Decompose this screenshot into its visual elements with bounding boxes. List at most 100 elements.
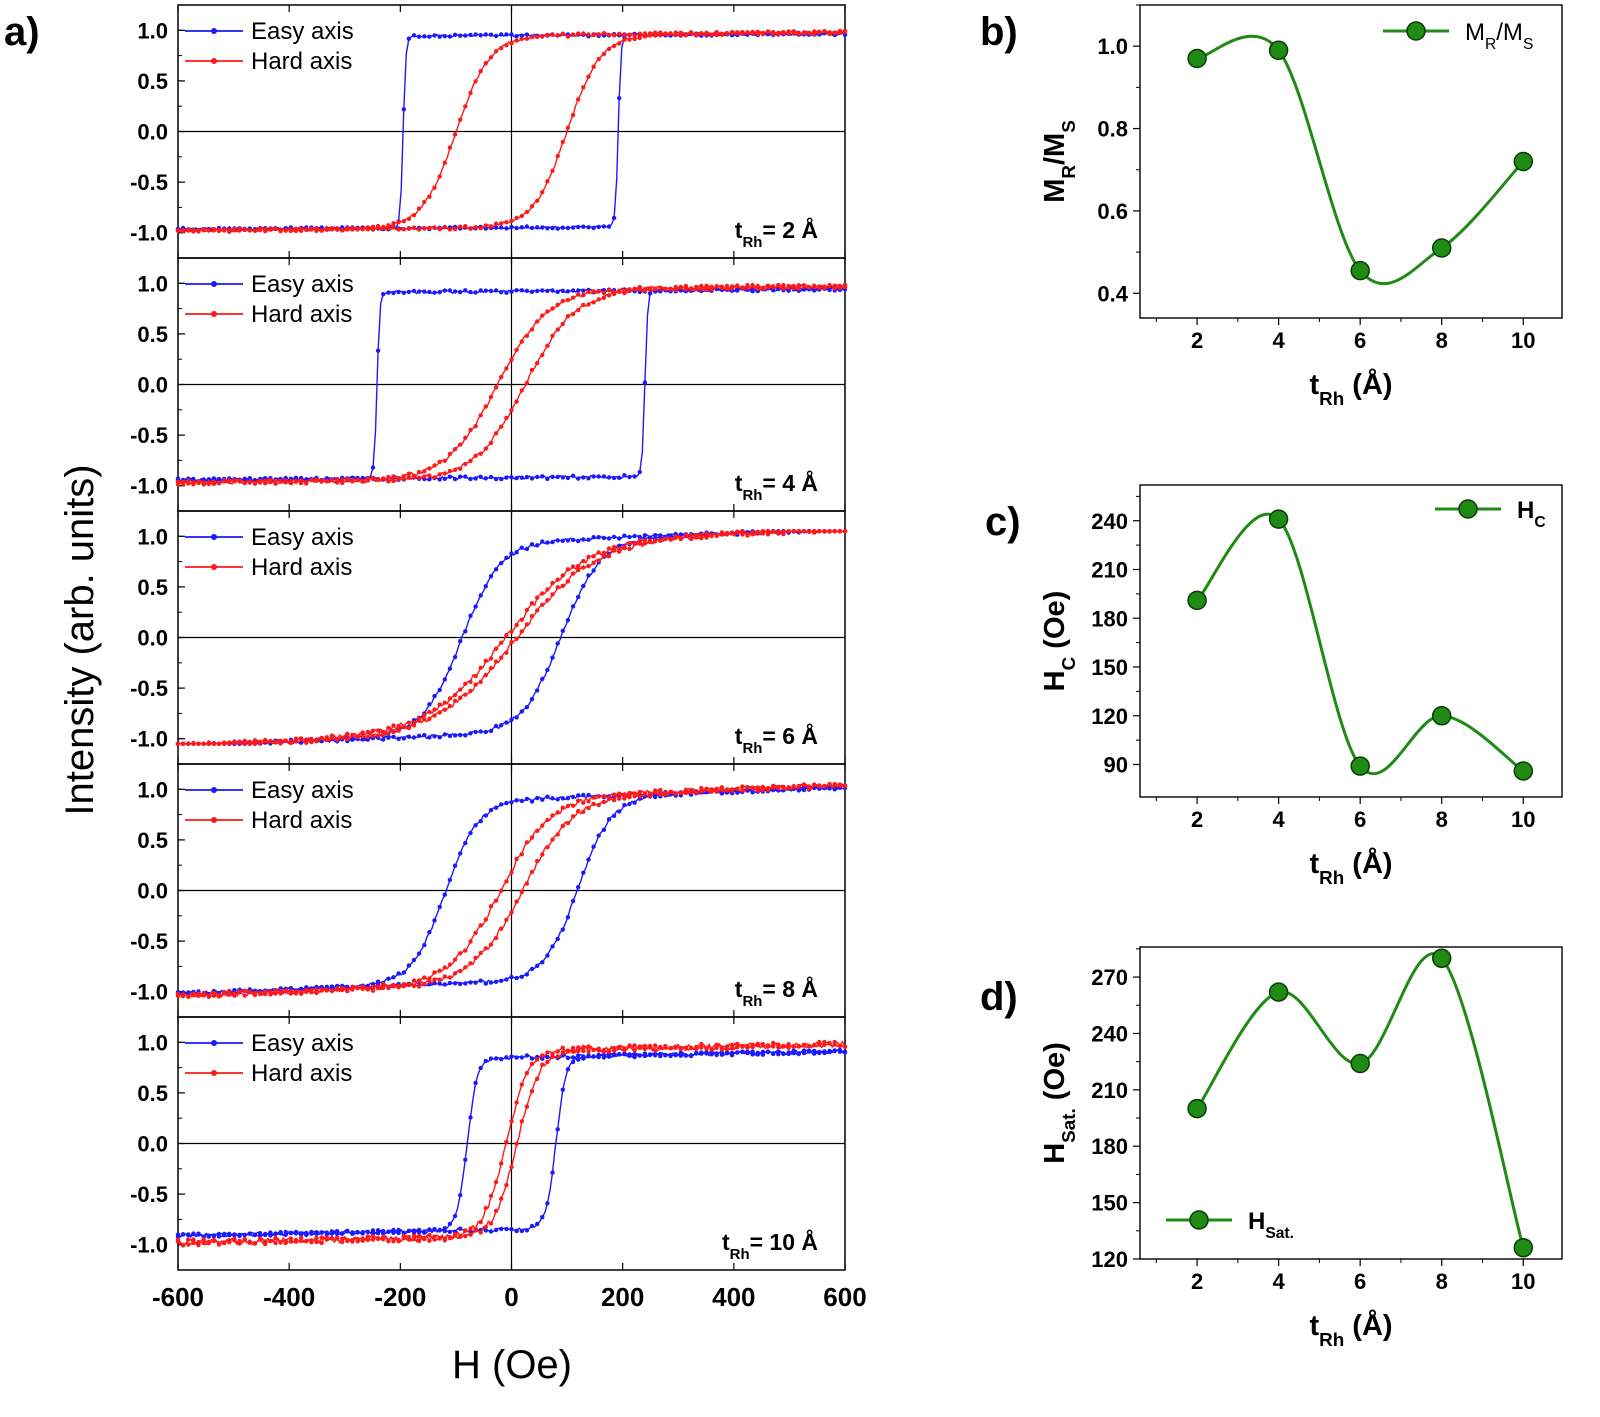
data-point <box>504 977 509 982</box>
data-point <box>447 666 453 671</box>
data-point <box>458 474 463 479</box>
subscript: Rh <box>1319 867 1344 888</box>
x-tick-label: 2 <box>1191 328 1203 353</box>
data-point <box>186 1242 191 1247</box>
x-tick-label: 6 <box>1354 1269 1366 1294</box>
data-point <box>504 1139 509 1145</box>
data-point <box>576 1048 581 1054</box>
data-point <box>432 707 437 712</box>
data-point <box>381 292 386 297</box>
data-point <box>247 228 252 233</box>
data-point <box>473 476 478 481</box>
data-point <box>550 32 555 37</box>
data-point <box>714 1051 719 1056</box>
data-point <box>524 1053 530 1058</box>
data-point <box>437 1228 442 1233</box>
data-point <box>483 61 488 66</box>
data-point <box>565 567 571 572</box>
data-point <box>396 736 401 741</box>
data-point <box>791 283 796 289</box>
text-part: t <box>722 1229 730 1255</box>
data-point <box>637 287 642 292</box>
data-point <box>658 792 663 797</box>
data-point <box>252 481 258 486</box>
data-point <box>519 36 524 41</box>
data-point <box>576 798 581 803</box>
data-point <box>468 32 473 38</box>
data-point <box>247 741 252 746</box>
data-point <box>175 479 181 484</box>
data-point <box>442 974 447 979</box>
data-point <box>555 1127 560 1132</box>
data-point <box>186 1233 191 1238</box>
data-point <box>576 594 581 600</box>
data-point <box>591 795 596 800</box>
data-point <box>570 32 576 37</box>
data-point <box>714 1042 719 1048</box>
data-point <box>699 31 704 36</box>
data-point <box>755 529 760 535</box>
data-point <box>663 792 668 797</box>
data-point <box>601 224 607 229</box>
data-point <box>391 478 396 484</box>
data-point <box>180 1232 186 1237</box>
data-point <box>432 734 437 739</box>
data-point <box>653 533 658 538</box>
data-point <box>329 988 335 993</box>
data-point <box>196 480 201 486</box>
data-point <box>514 225 519 231</box>
data-point <box>586 563 591 569</box>
data-point <box>786 1042 791 1047</box>
data-point <box>555 538 560 543</box>
data-point <box>499 424 504 429</box>
data-point <box>504 1055 509 1060</box>
data-point <box>232 740 237 746</box>
data-point <box>632 36 637 42</box>
data-point <box>596 1054 601 1060</box>
data-point <box>837 529 843 534</box>
data-point <box>375 477 381 483</box>
data-point <box>293 736 299 741</box>
data-point <box>329 1235 335 1241</box>
data-point <box>242 1237 247 1243</box>
data-point <box>653 286 658 291</box>
data-point <box>447 145 453 150</box>
data-point <box>355 227 360 232</box>
data-point <box>606 1054 612 1059</box>
legend: HSat. <box>1166 1208 1294 1242</box>
data-point <box>463 461 468 467</box>
data-point <box>642 1043 648 1049</box>
data-point <box>452 226 458 232</box>
data-point <box>724 31 730 36</box>
data-point <box>211 990 217 996</box>
text-part: t <box>735 470 743 496</box>
data-point <box>324 1235 329 1241</box>
data-point <box>529 1056 535 1061</box>
data-point <box>452 476 458 482</box>
data-point <box>683 787 689 792</box>
data-point <box>611 215 617 221</box>
data-point <box>791 1044 796 1050</box>
data-point <box>791 29 796 34</box>
y-tick-label: 0.5 <box>137 828 168 853</box>
data-point <box>560 298 565 304</box>
data-point <box>298 1232 304 1237</box>
data-point <box>499 476 504 482</box>
data-point <box>452 132 458 137</box>
data-point <box>463 288 468 293</box>
legend-marker-easy <box>211 1040 217 1046</box>
data-point <box>278 741 283 746</box>
data-point <box>581 475 586 480</box>
data-point <box>827 287 832 293</box>
data-point <box>519 288 524 293</box>
data-point <box>447 474 453 479</box>
data-point <box>596 794 601 799</box>
data-point <box>191 991 196 996</box>
data-point <box>504 43 509 48</box>
data-point <box>1350 260 1370 281</box>
data-point <box>206 228 211 233</box>
data-point <box>514 347 519 353</box>
data-point <box>1268 40 1289 61</box>
text-part: (Å) <box>1344 368 1392 401</box>
